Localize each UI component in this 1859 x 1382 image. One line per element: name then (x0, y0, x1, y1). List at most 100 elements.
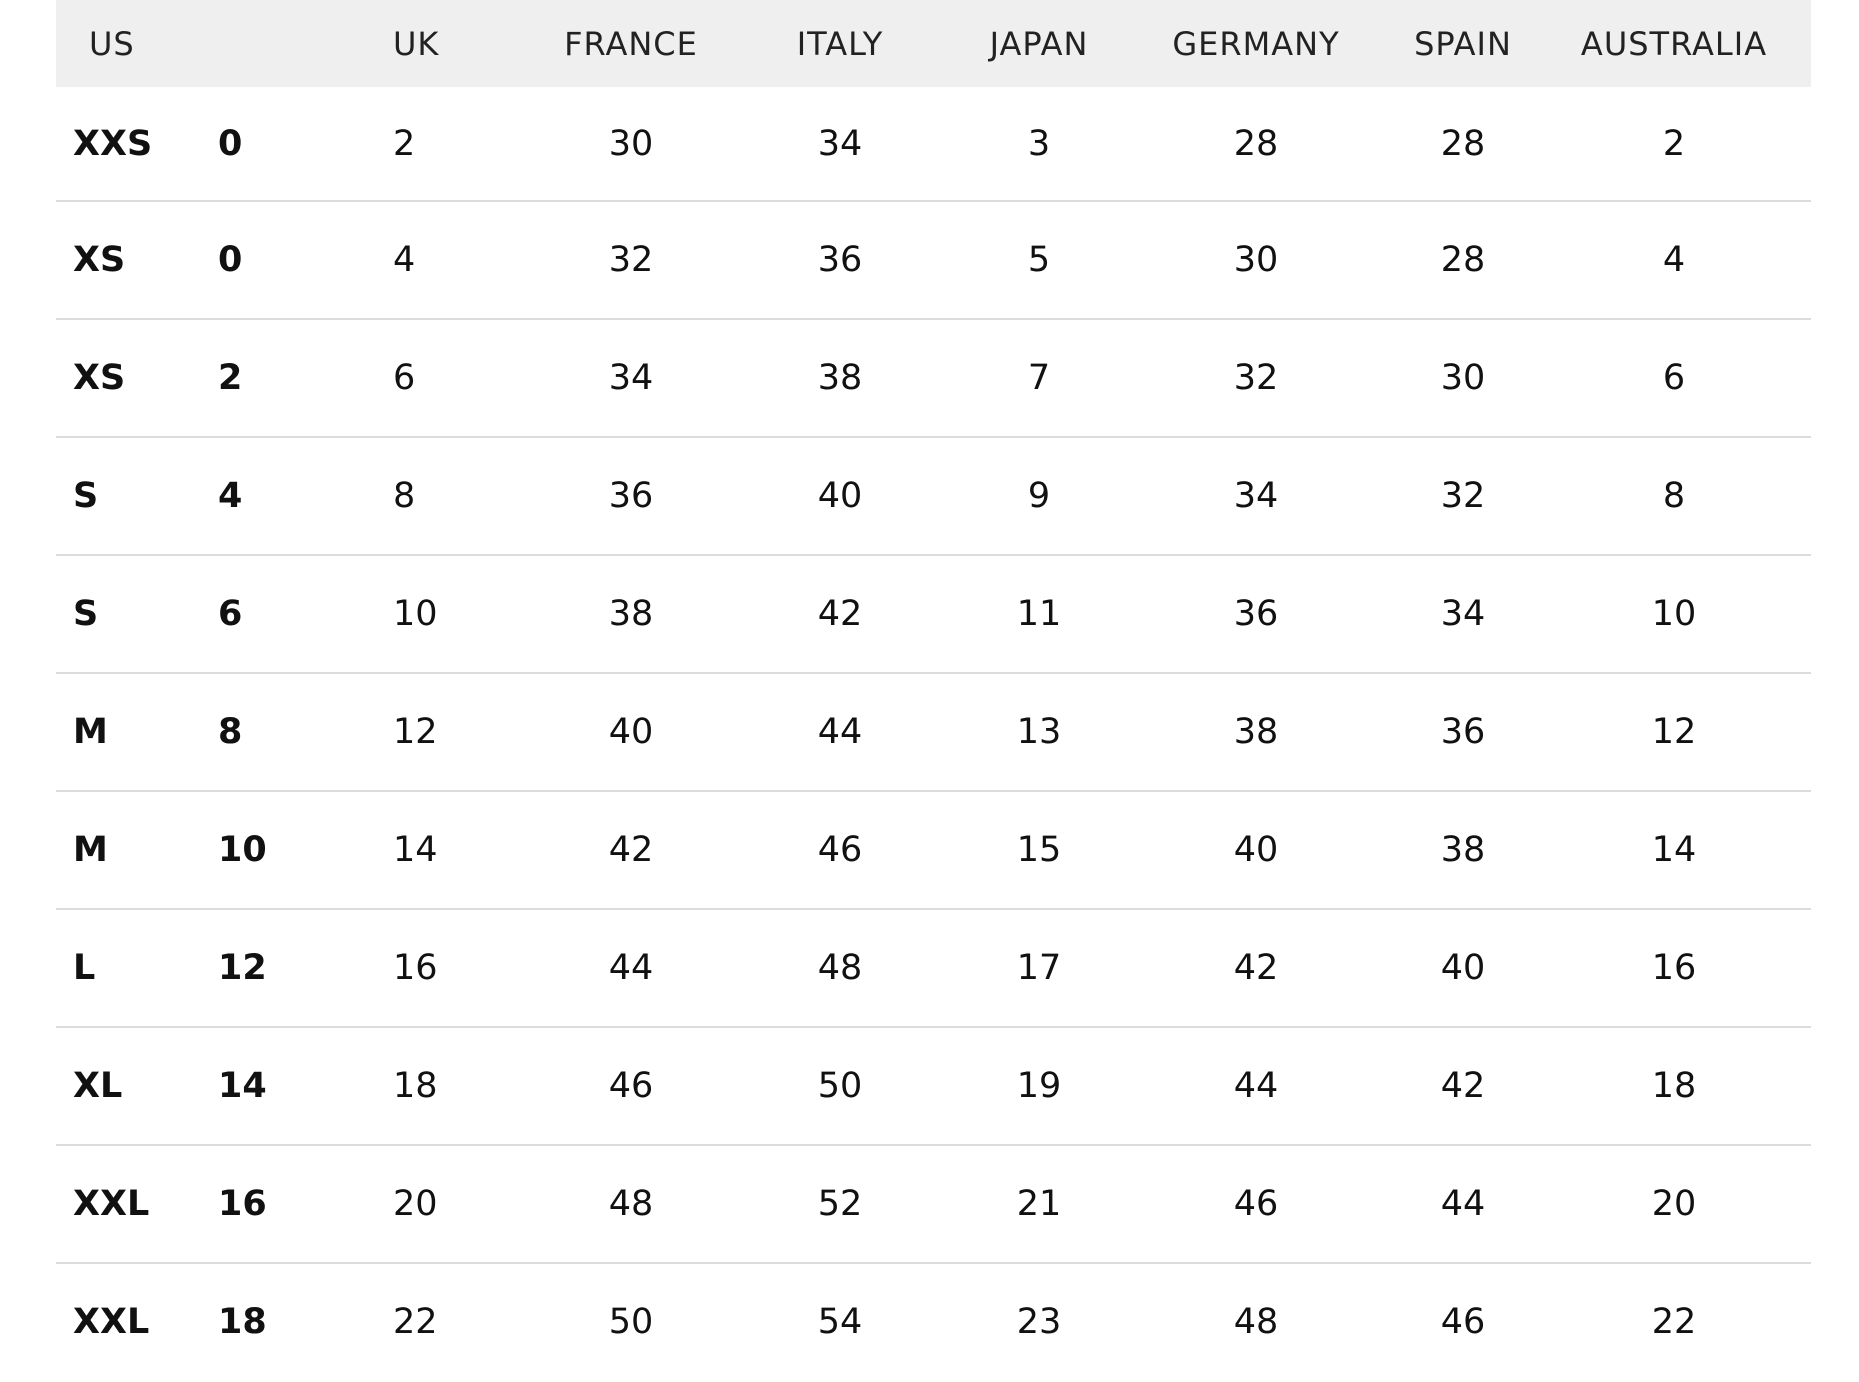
column-header-uk: UK (393, 24, 440, 63)
cell-japan: 23 (1016, 1302, 1062, 1342)
cell-spain: 42 (1440, 1066, 1486, 1106)
cell-australia: 12 (1651, 712, 1697, 752)
cell-australia: 4 (1662, 240, 1686, 280)
cell-japan: 17 (1016, 948, 1062, 988)
cell-spain: 28 (1440, 123, 1486, 164)
cell-japan: 9 (1027, 476, 1051, 516)
table-header: US UK FRANCE ITALY JAPAN GERMANY SPAIN AUSTRALI… (56, 0, 1811, 87)
cell-japan: 3 (1027, 123, 1051, 164)
cell-germany: 48 (1233, 1302, 1279, 1342)
cell-size: M (73, 830, 108, 870)
cell-italy: 48 (817, 948, 863, 988)
cell-germany: 38 (1233, 712, 1279, 752)
cell-italy: 36 (817, 240, 863, 280)
table-row: XXL 16 20 48 52 21 46 44 20 (56, 1146, 1811, 1264)
cell-uk: 6 (393, 358, 416, 398)
cell-spain: 36 (1440, 712, 1486, 752)
cell-size: XXS (73, 123, 153, 164)
cell-germany: 32 (1233, 358, 1279, 398)
cell-germany: 28 (1233, 123, 1279, 164)
cell-spain: 30 (1440, 358, 1486, 398)
cell-japan: 19 (1016, 1066, 1062, 1106)
cell-australia: 6 (1662, 358, 1686, 398)
cell-italy: 46 (817, 830, 863, 870)
cell-australia: 2 (1662, 123, 1686, 164)
cell-spain: 28 (1440, 240, 1486, 280)
cell-france: 36 (608, 476, 654, 516)
table-row: S 4 8 36 40 9 34 32 8 (56, 438, 1811, 556)
cell-france: 46 (608, 1066, 654, 1106)
table-row: M 8 12 40 44 13 38 36 12 (56, 674, 1811, 792)
column-header-france: FRANCE (564, 24, 698, 63)
table-row: XS 0 4 32 36 5 30 28 4 (56, 202, 1811, 320)
cell-size: L (73, 948, 96, 988)
cell-japan: 15 (1016, 830, 1062, 870)
cell-uk: 4 (393, 240, 416, 280)
cell-france: 50 (608, 1302, 654, 1342)
cell-france: 44 (608, 948, 654, 988)
cell-us: 2 (218, 358, 243, 398)
cell-us: 6 (218, 594, 243, 634)
cell-germany: 46 (1233, 1184, 1279, 1224)
cell-uk: 18 (393, 1066, 438, 1106)
table-row: L 12 16 44 48 17 42 40 16 (56, 910, 1811, 1028)
cell-italy: 50 (817, 1066, 863, 1106)
cell-spain: 34 (1440, 594, 1486, 634)
cell-italy: 42 (817, 594, 863, 634)
column-header-spain: SPAIN (1414, 24, 1512, 63)
column-header-japan: JAPAN (989, 24, 1089, 63)
cell-uk: 8 (393, 476, 416, 516)
cell-size: S (73, 594, 99, 634)
cell-france: 40 (608, 712, 654, 752)
cell-germany: 36 (1233, 594, 1279, 634)
cell-us: 16 (218, 1184, 267, 1224)
size-chart-table: US UK FRANCE ITALY JAPAN GERMANY SPAIN AUSTRALI… (56, 0, 1811, 1380)
cell-germany: 42 (1233, 948, 1279, 988)
cell-us: 0 (218, 240, 243, 280)
cell-germany: 30 (1233, 240, 1279, 280)
table-row: M 10 14 42 46 15 40 38 14 (56, 792, 1811, 910)
table-row: S 6 10 38 42 11 36 34 10 (56, 556, 1811, 674)
cell-germany: 40 (1233, 830, 1279, 870)
cell-uk: 12 (393, 712, 438, 752)
table-body: XXS 0 2 30 34 3 28 28 2 XS 0 4 32 36 5 30 28 4 XS 2 6 34 38 7 32… (56, 87, 1811, 1380)
cell-japan: 5 (1027, 240, 1051, 280)
cell-france: 34 (608, 358, 654, 398)
cell-australia: 8 (1662, 476, 1686, 516)
cell-australia: 10 (1651, 594, 1697, 634)
cell-australia: 18 (1651, 1066, 1697, 1106)
cell-uk: 2 (393, 123, 416, 164)
cell-us: 18 (218, 1302, 267, 1342)
table-row: XS 2 6 34 38 7 32 30 6 (56, 320, 1811, 438)
column-header-germany: GERMANY (1172, 24, 1340, 63)
cell-spain: 46 (1440, 1302, 1486, 1342)
cell-size: S (73, 476, 99, 516)
cell-size: M (73, 712, 108, 752)
cell-italy: 52 (817, 1184, 863, 1224)
cell-us: 10 (218, 830, 267, 870)
column-header-italy: ITALY (796, 24, 884, 63)
cell-us: 12 (218, 948, 267, 988)
column-header-australia: AUSTRALIA (1580, 24, 1768, 63)
cell-uk: 22 (393, 1302, 438, 1342)
cell-france: 42 (608, 830, 654, 870)
cell-uk: 10 (393, 594, 438, 634)
cell-australia: 14 (1651, 830, 1697, 870)
cell-us: 0 (218, 123, 243, 164)
cell-japan: 7 (1027, 358, 1051, 398)
table-row: XL 14 18 46 50 19 44 42 18 (56, 1028, 1811, 1146)
cell-japan: 13 (1016, 712, 1062, 752)
cell-japan: 21 (1016, 1184, 1062, 1224)
cell-italy: 44 (817, 712, 863, 752)
cell-australia: 16 (1651, 948, 1697, 988)
cell-spain: 44 (1440, 1184, 1486, 1224)
cell-germany: 44 (1233, 1066, 1279, 1106)
cell-italy: 38 (817, 358, 863, 398)
cell-spain: 40 (1440, 948, 1486, 988)
cell-france: 48 (608, 1184, 654, 1224)
cell-australia: 22 (1651, 1302, 1697, 1342)
cell-spain: 38 (1440, 830, 1486, 870)
cell-size: XXL (73, 1302, 150, 1342)
cell-australia: 20 (1651, 1184, 1697, 1224)
cell-us: 4 (218, 476, 243, 516)
